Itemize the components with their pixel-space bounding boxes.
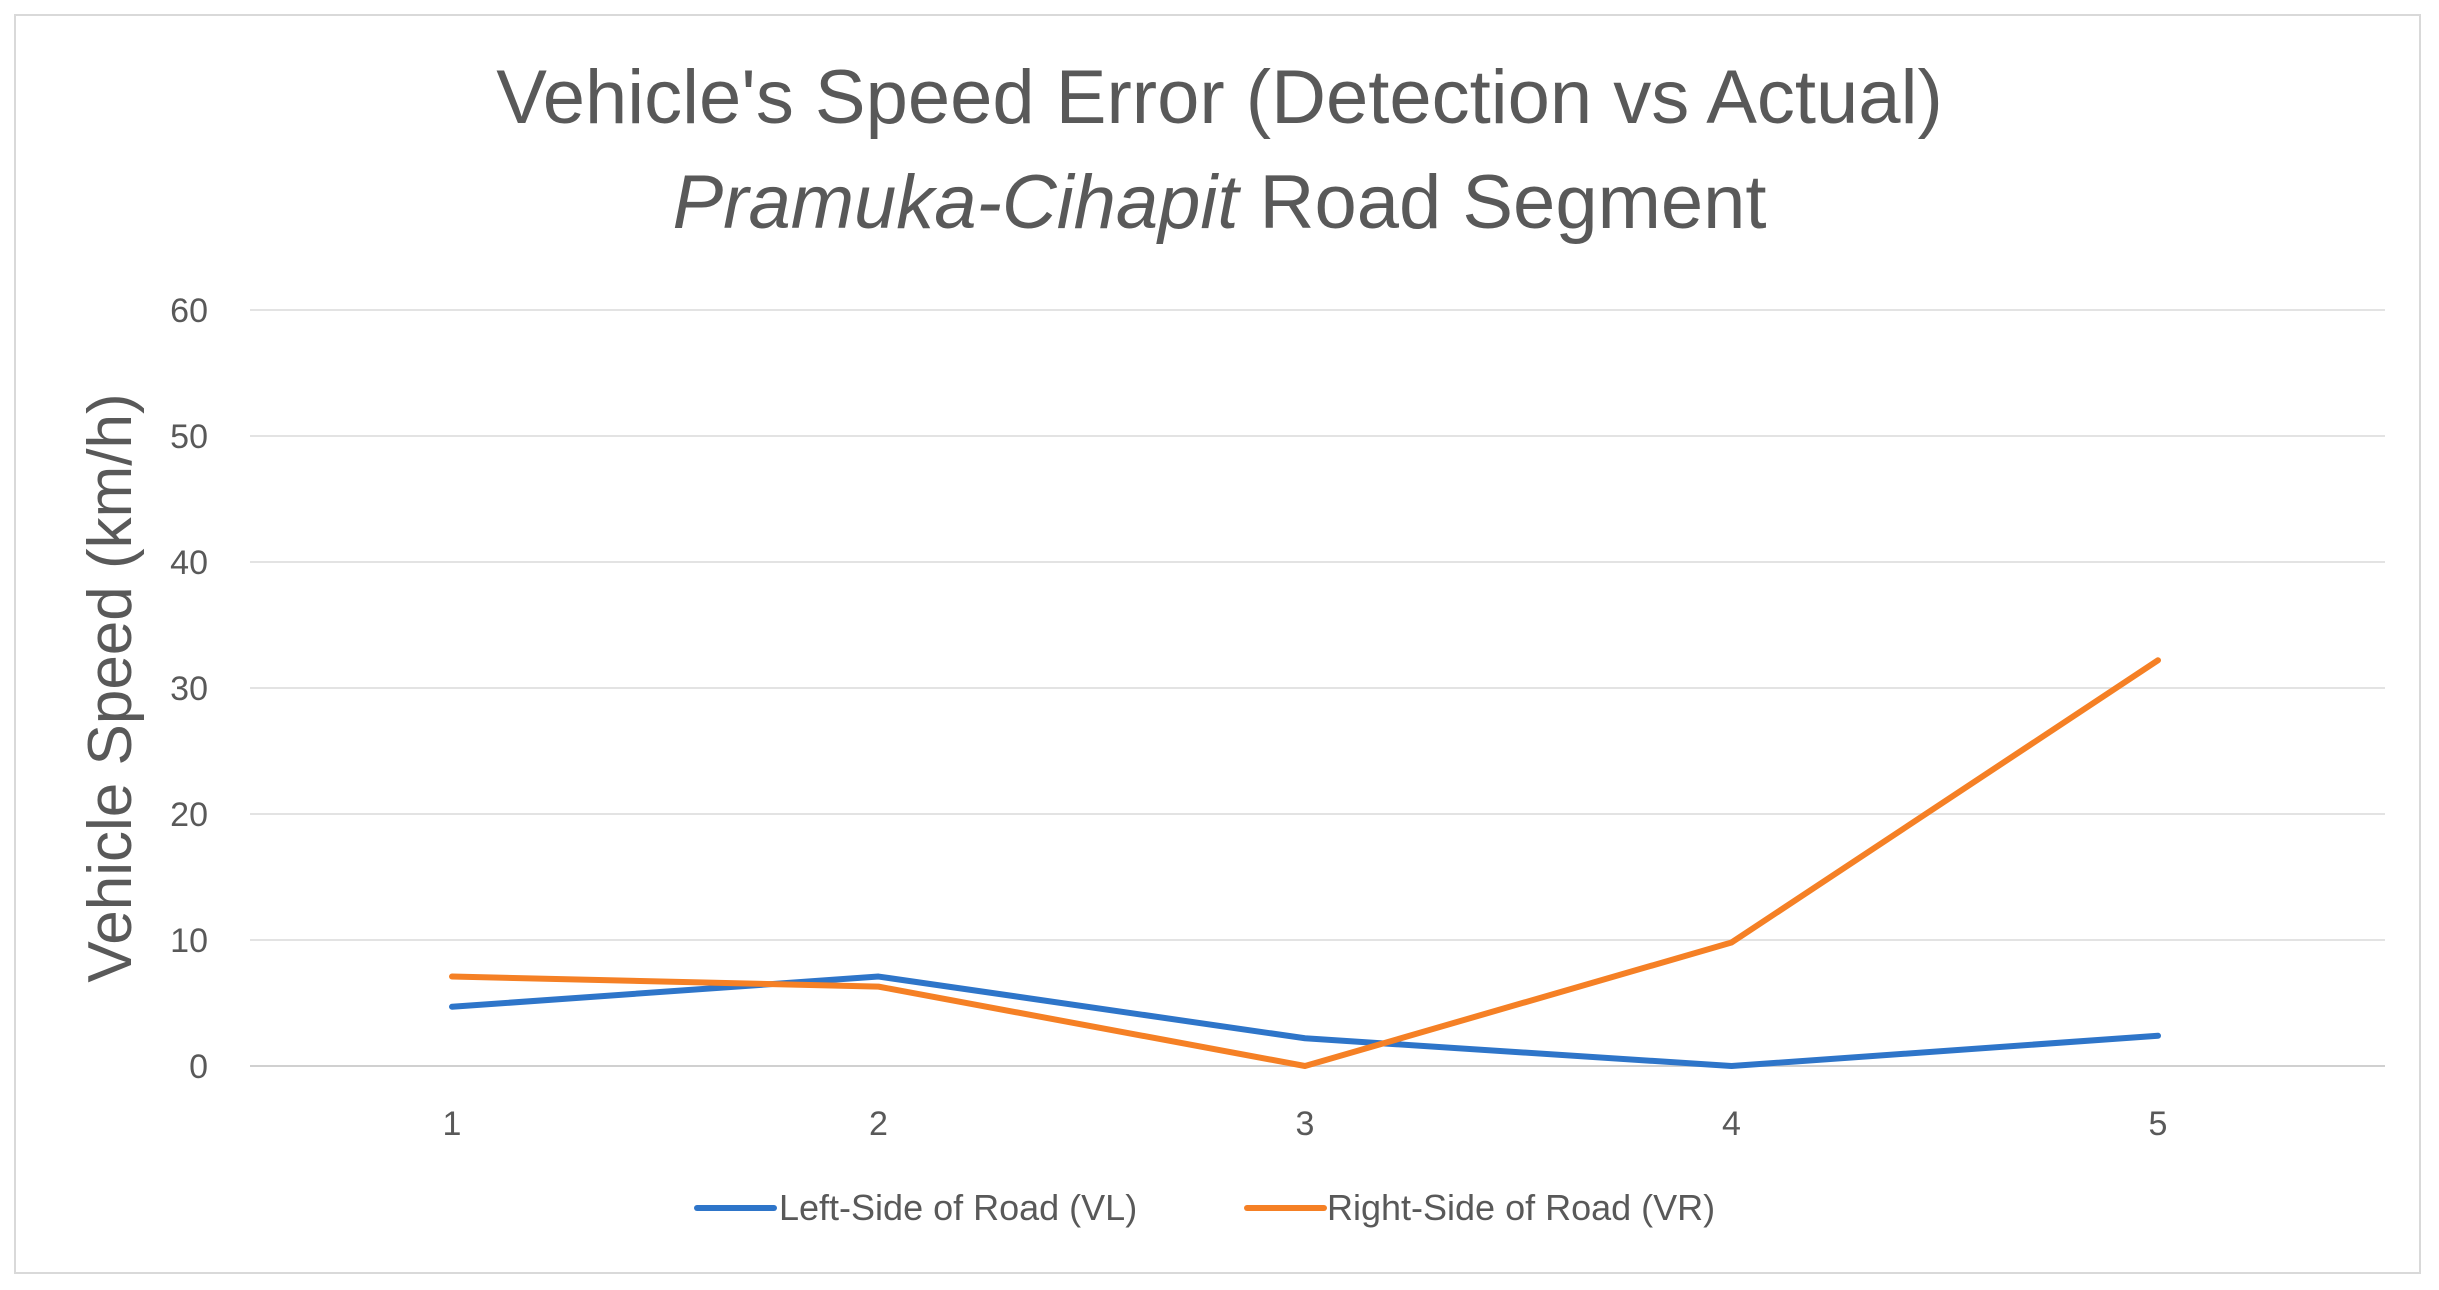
y-tick-label: 40	[170, 544, 208, 582]
x-tick-label: 3	[1296, 1105, 1315, 1143]
x-tick-label: 4	[1722, 1105, 1741, 1143]
chart-subtitle-italic: Pramuka-Cihapit	[672, 160, 1239, 245]
y-tick-label: 0	[189, 1048, 208, 1086]
y-tick-label: 50	[170, 418, 208, 456]
chart-frame	[14, 14, 2421, 1274]
legend-label: Left-Side of Road (VL)	[779, 1187, 1137, 1228]
y-tick-label: 20	[170, 796, 208, 834]
series-line-left-side	[449, 973, 2161, 1069]
legend-label: Right-Side of Road (VR)	[1327, 1187, 1715, 1228]
x-tick-label: 5	[2149, 1105, 2168, 1143]
x-tick-label: 1	[443, 1105, 462, 1143]
x-tick-label: 2	[869, 1105, 888, 1143]
chart-subtitle: Pramuka-Cihapit Road Segment	[0, 158, 2439, 248]
chart-subtitle-rest: Road Segment	[1238, 160, 1767, 245]
chart-title: Vehicle's Speed Error (Detection vs Actu…	[496, 55, 1943, 140]
series-line-right-side	[449, 657, 2161, 1069]
y-tick-label: 30	[170, 670, 208, 708]
y-tick-label: 10	[170, 922, 208, 960]
y-axis-label: Vehicle Speed (km/h)	[76, 393, 145, 982]
y-tick-label: 60	[170, 292, 208, 330]
